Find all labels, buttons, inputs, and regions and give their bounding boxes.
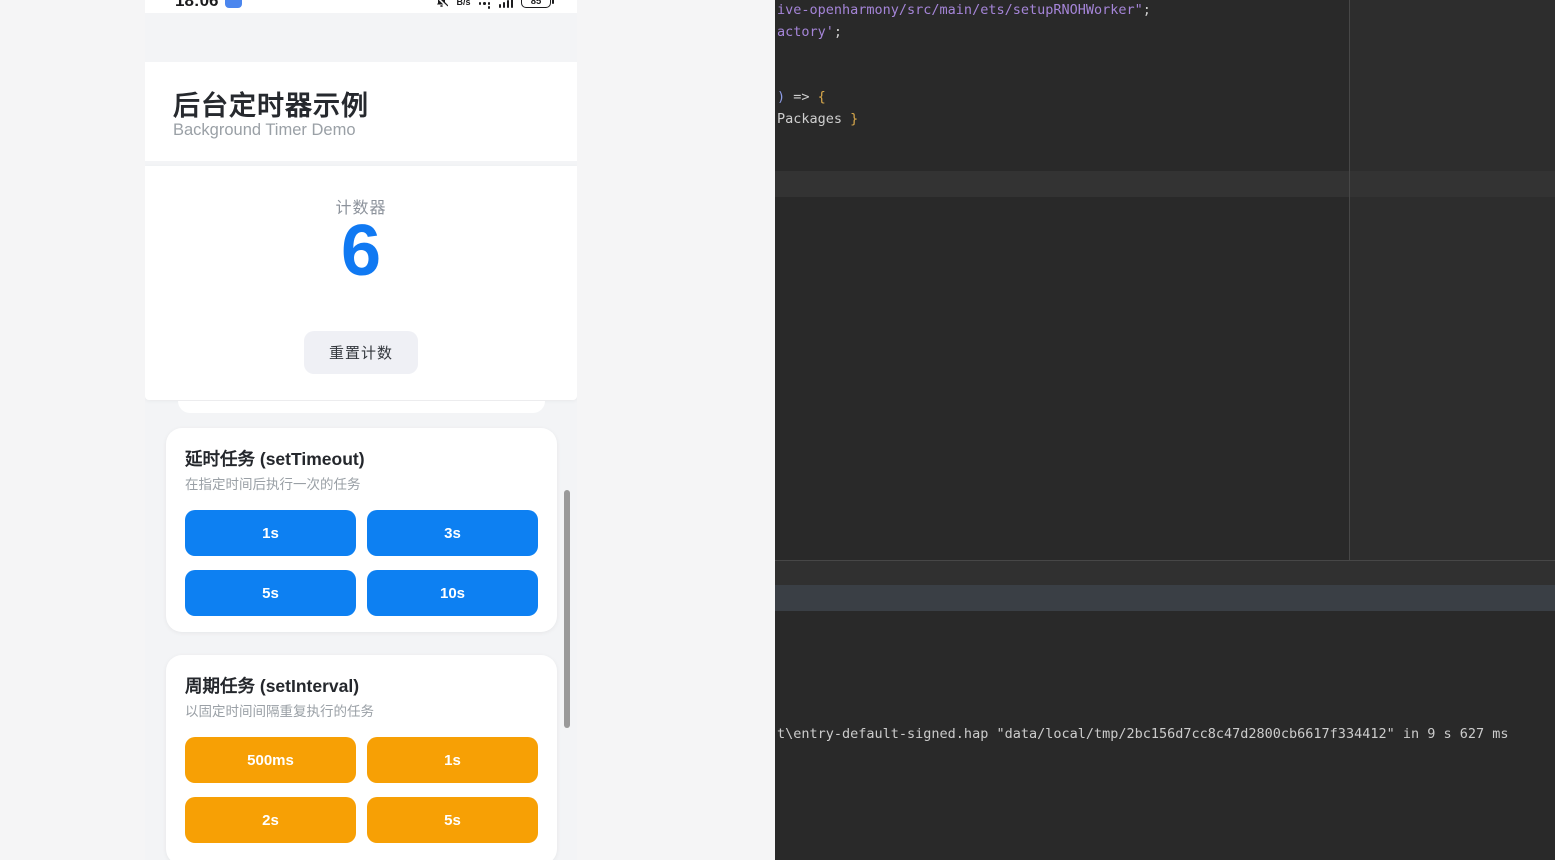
timeout-button-grid: 1s 3s 5s 10s <box>185 510 538 616</box>
dot-grid-icon <box>478 0 491 9</box>
battery-icon: 85 <box>521 0 554 8</box>
bell-muted-icon <box>437 0 449 8</box>
timeout-5s-button[interactable]: 5s <box>185 570 356 616</box>
status-time: 18:06 <box>175 0 219 10</box>
interval-card-title: 周期任务 (setInterval) <box>185 676 360 696</box>
terminal-output-line: t\entry-default-signed.hap "data/local/t… <box>777 726 1509 742</box>
counter-card: 计数器 6 重置计数 <box>145 166 577 400</box>
app-subtitle: Background Timer Demo <box>173 121 356 139</box>
terminal-selected-row[interactable] <box>775 585 1555 611</box>
timeout-card: 延时任务 (setTimeout) 在指定时间后执行一次的任务 1s 3s 5s… <box>166 428 557 632</box>
signal-bars-icon <box>498 0 513 8</box>
app-title: 后台定时器示例 <box>173 91 369 121</box>
code-editor[interactable]: ive-openharmony/src/main/ets/setupRNOHWo… <box>775 0 1555 860</box>
counter-value: 6 <box>340 211 382 291</box>
scrolled-card-stub <box>178 401 545 413</box>
phone-screen[interactable]: 18:06 B/s <box>145 0 577 860</box>
timeout-1s-button[interactable]: 1s <box>185 510 356 556</box>
panel-header-band <box>775 561 1555 585</box>
interval-card: 周期任务 (setInterval) 以固定时间间隔重复执行的任务 500ms … <box>166 655 557 860</box>
editor-right-pane <box>1350 0 1555 560</box>
interval-500ms-button[interactable]: 500ms <box>185 737 356 783</box>
network-rate-label: B/s <box>456 0 471 7</box>
timeout-3s-button[interactable]: 3s <box>367 510 538 556</box>
editor-split-divider[interactable] <box>1349 0 1350 561</box>
code-lines: ive-openharmony/src/main/ets/setupRNOHWo… <box>777 2 1151 127</box>
interval-1s-button[interactable]: 1s <box>367 737 538 783</box>
reset-counter-button[interactable]: 重置计数 <box>304 331 418 374</box>
interval-card-subtitle: 以固定时间间隔重复执行的任务 <box>185 704 374 719</box>
interval-5s-button[interactable]: 5s <box>367 797 538 843</box>
status-bar: 18:06 B/s <box>145 0 577 13</box>
status-app-badge <box>225 0 243 8</box>
interval-button-grid: 500ms 1s 2s 5s <box>185 737 538 843</box>
timeout-card-subtitle: 在指定时间后执行一次的任务 <box>185 477 361 492</box>
counter-label: 计数器 <box>335 200 387 217</box>
editor-current-line-highlight <box>775 171 1555 197</box>
app-header: 后台定时器示例 Background Timer Demo <box>145 62 577 161</box>
phone-scrollbar[interactable] <box>564 490 570 728</box>
interval-2s-button[interactable]: 2s <box>185 797 356 843</box>
panel-top-border <box>775 560 1555 561</box>
timeout-card-title: 延时任务 (setTimeout) <box>185 449 365 469</box>
timeout-10s-button[interactable]: 10s <box>367 570 538 616</box>
